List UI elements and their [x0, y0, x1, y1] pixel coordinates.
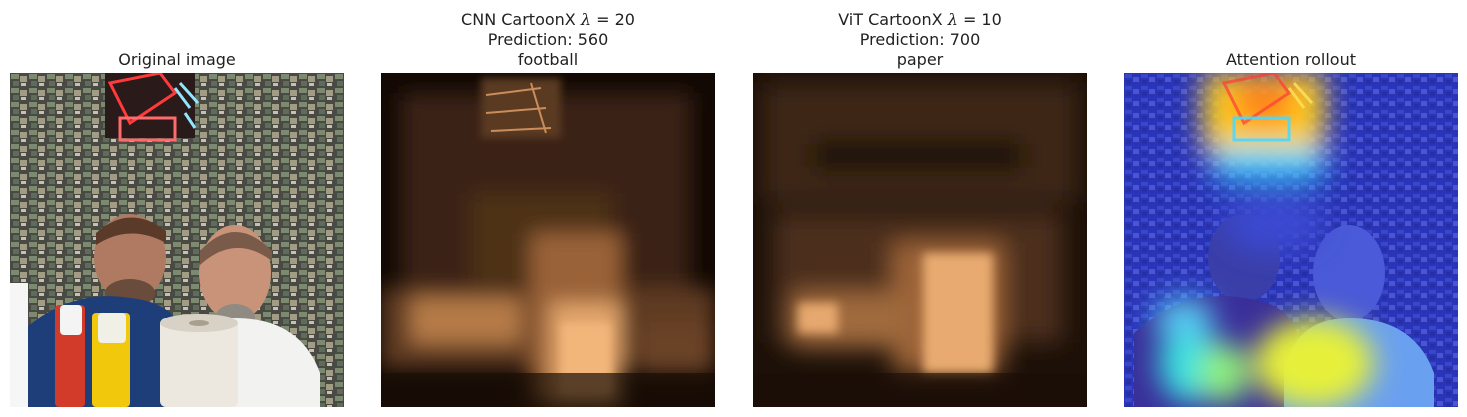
lambda-value: = 20 [596, 10, 635, 29]
panel-title-original: Original image [10, 50, 344, 70]
attention-rollout-map [1124, 73, 1458, 407]
panel-vit-cartoonx: ViT CartoonX λ = 10 Prediction: 700 pape… [753, 0, 1087, 417]
title-line-method: ViT CartoonX λ = 10 [838, 10, 1002, 29]
title-line-prediction: Prediction: 560 [487, 30, 609, 49]
title-line-method: CNN CartoonX λ = 20 [461, 10, 635, 29]
attention-rollout-heatmap-overlay [1124, 73, 1458, 407]
panel-title-vit: ViT CartoonX λ = 10 Prediction: 700 pape… [753, 10, 1087, 70]
cnn-cartoonx-explanation-map [381, 73, 715, 407]
panel-title-rollout: Attention rollout [1124, 50, 1458, 70]
title-line: Original image [118, 50, 236, 69]
title-line: Attention rollout [1225, 50, 1357, 69]
panel-title-cnn: CNN CartoonX λ = 20 Prediction: 560 foot… [381, 10, 715, 70]
title-line-label: paper [896, 50, 944, 69]
vit-cartoonx-explanation-map [753, 73, 1087, 407]
lambda-symbol: λ [580, 10, 591, 29]
photo-two-men-at-table [10, 73, 344, 407]
lambda-value: = 10 [962, 10, 1002, 29]
cnn-cartoonx-map [381, 73, 715, 407]
panel-attention-rollout: Attention rollout [1124, 0, 1458, 417]
title-line-label: football [517, 50, 579, 69]
vit-cartoonx-map [753, 73, 1087, 407]
lambda-symbol: λ [947, 10, 958, 29]
panel-original: Original image [10, 0, 344, 417]
title-line-prediction: Prediction: 700 [859, 30, 981, 49]
original-photo [10, 73, 344, 407]
panel-cnn-cartoonx: CNN CartoonX λ = 20 Prediction: 560 foot… [381, 0, 715, 417]
